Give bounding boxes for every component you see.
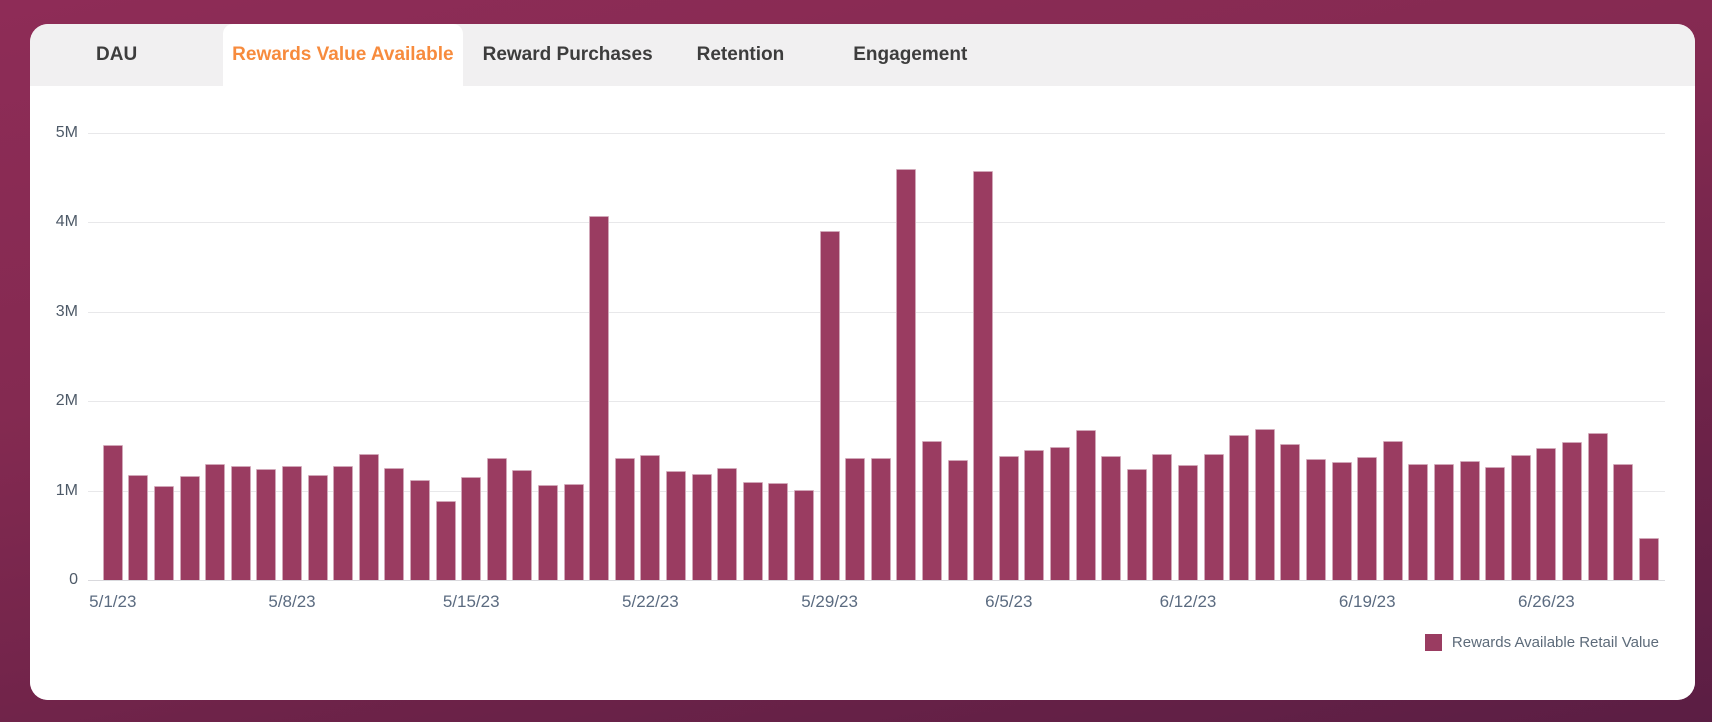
bar-5-2-23[interactable] <box>128 475 149 580</box>
bar-5-22-23[interactable] <box>640 454 661 580</box>
bar-6-19-23[interactable] <box>1357 456 1378 580</box>
x-axis-label-6-19-23: 6/19/23 <box>1338 592 1396 611</box>
tab-rewards-value-available[interactable]: Rewards Value Available <box>223 24 463 86</box>
bar-5-3-23[interactable] <box>154 486 174 580</box>
bar-5-21-23[interactable] <box>614 457 635 580</box>
bar-6-16-23[interactable] <box>1280 444 1301 580</box>
y-axis-label-1m: 1M <box>55 481 78 499</box>
bar-5-15-23[interactable] <box>461 477 482 580</box>
tab-retention[interactable]: Retention <box>696 44 785 65</box>
bar-6-26-23[interactable] <box>1536 447 1557 580</box>
legend-swatch <box>1424 634 1442 651</box>
bar-6-2-23[interactable] <box>922 441 942 580</box>
y-axis-label-4m: 4M <box>55 213 78 231</box>
bar-6-15-23[interactable] <box>1254 428 1275 580</box>
bar-5-1-23[interactable] <box>102 445 123 580</box>
gridline-2m <box>88 401 1665 403</box>
y-axis-label-0: 0 <box>69 571 78 588</box>
bar-5-4-23[interactable] <box>179 476 200 580</box>
bar-6-28-23[interactable] <box>1587 433 1608 580</box>
x-axis-label-5-15-23: 5/15/23 <box>442 592 500 611</box>
bar-6-10-23[interactable] <box>1126 469 1147 580</box>
bar-6-6-23[interactable] <box>1024 450 1045 580</box>
bar-5-9-23[interactable] <box>307 474 328 580</box>
gridline-5m <box>88 133 1665 134</box>
bar-5-8-23[interactable] <box>282 465 302 580</box>
bar-5-6-23[interactable] <box>230 465 251 580</box>
bar-6-9-23[interactable] <box>1101 455 1122 580</box>
bar-6-21-23[interactable] <box>1408 463 1429 580</box>
bar-6-22-23[interactable] <box>1434 463 1454 580</box>
bar-5-31-23[interactable] <box>870 457 891 580</box>
bar-6-17-23[interactable] <box>1306 459 1326 580</box>
bar-6-14-23[interactable] <box>1229 435 1250 580</box>
bar-5-23-23[interactable] <box>666 470 686 580</box>
bar-5-18-23[interactable] <box>538 485 558 580</box>
bar-5-17-23[interactable] <box>512 470 533 580</box>
bar-6-8-23[interactable] <box>1075 429 1096 580</box>
bar-5-29-23[interactable] <box>819 231 840 580</box>
bar-6-12-23[interactable] <box>1178 464 1198 580</box>
gridline-3m <box>88 311 1665 313</box>
bar-5-26-23[interactable] <box>742 481 763 580</box>
bar-6-27-23[interactable] <box>1562 442 1582 580</box>
y-axis-label-3m: 3M <box>55 302 78 320</box>
legend-label: Rewards Available Retail Value <box>1451 634 1659 651</box>
bar-6-7-23[interactable] <box>1050 446 1070 580</box>
bar-6-18-23[interactable] <box>1331 462 1352 580</box>
bar-5-13-23[interactable] <box>410 479 430 580</box>
chart-plot-region: Rewards Available Retail Value 5M 4M 3M 2M 1… <box>30 86 1695 700</box>
chart-tabbar: DAU Rewards Value Available Reward Purchas… <box>30 24 1695 86</box>
bar-6-20-23[interactable] <box>1382 441 1403 580</box>
bar-5-20-23[interactable] <box>589 216 610 580</box>
bar-6-1-23[interactable] <box>896 168 917 580</box>
bar-6-24-23[interactable] <box>1485 467 1506 580</box>
bar-5-11-23[interactable] <box>358 453 379 580</box>
x-axis-line <box>88 580 1665 581</box>
bar-5-7-23[interactable] <box>256 469 277 580</box>
bar-5-5-23[interactable] <box>205 463 226 580</box>
bar-5-16-23[interactable] <box>486 458 507 580</box>
bar-5-12-23[interactable] <box>384 468 405 580</box>
gridline-4m <box>88 222 1665 224</box>
bar-6-3-23[interactable] <box>947 460 968 580</box>
bar-5-19-23[interactable] <box>563 484 584 580</box>
y-axis-label-2m: 2M <box>55 392 78 410</box>
bar-5-28-23[interactable] <box>794 489 814 580</box>
bar-5-25-23[interactable] <box>717 468 738 580</box>
bar-6-13-23[interactable] <box>1203 453 1224 580</box>
x-axis-label-6-12-23: 6/12/23 <box>1159 592 1217 611</box>
x-axis-label-6-5-23: 6/5/23 <box>985 592 1033 611</box>
x-axis-label-5-8-23: 5/8/23 <box>268 592 316 611</box>
tab-engagement[interactable]: Engagement <box>853 44 968 65</box>
bar-5-27-23[interactable] <box>768 483 789 580</box>
bar-6-4-23[interactable] <box>973 170 994 580</box>
bar-5-30-23[interactable] <box>845 458 866 580</box>
x-axis-label-5-22-23: 5/22/23 <box>622 592 679 611</box>
bar-6-23-23[interactable] <box>1459 461 1480 580</box>
tab-reward-purchases[interactable]: Reward Purchases <box>482 44 653 65</box>
bar-5-10-23[interactable] <box>333 466 354 580</box>
x-axis-label-5-1-23: 5/1/23 <box>89 592 137 611</box>
legend[interactable]: Rewards Available Retail Value <box>1424 634 1659 651</box>
bar-6-25-23[interactable] <box>1510 454 1531 580</box>
y-axis-label-5m: 5M <box>55 124 78 141</box>
analytics-card: DAU Rewards Value Available Reward Purchas… <box>30 24 1695 700</box>
tab-dau[interactable]: DAU <box>96 44 138 65</box>
bar-6-5-23[interactable] <box>998 455 1019 580</box>
x-axis-label-6-26-23: 6/26/23 <box>1518 592 1575 611</box>
bar-6-11-23[interactable] <box>1152 453 1173 580</box>
bar-5-14-23[interactable] <box>435 501 456 580</box>
bar-6-30-23[interactable] <box>1638 537 1659 580</box>
bar-5-24-23[interactable] <box>691 473 712 580</box>
x-axis-label-5-29-23: 5/29/23 <box>801 592 858 611</box>
bar-6-29-23[interactable] <box>1613 463 1634 580</box>
